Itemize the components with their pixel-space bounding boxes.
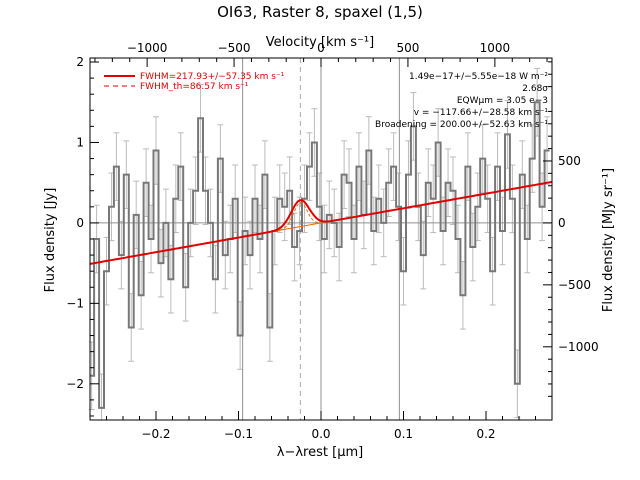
x-tick-label: 0.0 bbox=[311, 427, 330, 441]
x2-tick-label: −500 bbox=[218, 41, 251, 55]
y-tick-label: 1 bbox=[76, 135, 84, 149]
y-tick-label: 2 bbox=[76, 55, 84, 69]
annotation-broadening: Broadening = 200.00+/−52.63 km s⁻¹ bbox=[375, 120, 548, 130]
data-layer bbox=[89, 101, 553, 409]
x-tick-label: 0.2 bbox=[476, 427, 495, 441]
top-axis-label: Velocity [km s⁻¹] bbox=[266, 35, 374, 50]
x-tick-label: 0.1 bbox=[394, 427, 413, 441]
spectrum-steps bbox=[90, 101, 550, 409]
legend-entry-fwhm-th: FWHM_th=86.57 km s⁻¹ bbox=[140, 82, 249, 92]
annotation-eqw: EQWμm = 3.05 e−3 bbox=[457, 96, 548, 106]
right-axis-label: Flux density [MJy sr⁻¹] bbox=[601, 168, 616, 312]
legend: FWHM=217.93+/−57.35 km s⁻¹ FWHM_th=86.57… bbox=[104, 72, 285, 92]
fit-annotations: 1.49e−17+/−5.55e−18 W m⁻² 2.68σ EQWμm = … bbox=[375, 72, 548, 130]
x-tick-label: −0.1 bbox=[224, 427, 253, 441]
annotation-significance: 2.68σ bbox=[522, 84, 548, 94]
bottom-axis-label: λ−λrest [μm] bbox=[277, 445, 363, 460]
left-axis-label: Flux density [Jy] bbox=[43, 188, 58, 293]
x2-tick-label: 1000 bbox=[480, 41, 511, 55]
annotation-line-flux: 1.49e−17+/−5.55e−18 W m⁻² bbox=[409, 72, 548, 82]
x2-tick-label: −1000 bbox=[127, 41, 168, 55]
y2-tick-label: −500 bbox=[558, 278, 591, 292]
model-fit-line bbox=[89, 180, 553, 265]
y2-tick-label: −1000 bbox=[558, 340, 599, 354]
annotation-velocity: v = −117.66+/−28.58 km s⁻¹ bbox=[414, 108, 549, 118]
thermal-gaussian-line bbox=[279, 202, 321, 231]
x2-tick-label: 0 bbox=[317, 41, 325, 55]
legend-entry-fwhm: FWHM=217.93+/−57.35 km s⁻¹ bbox=[140, 72, 285, 82]
axis-ticks: −0.2 −0.1 0.0 0.1 0.2 −1000 −500 0 500 1000 −2 −1 0 1… bbox=[66, 41, 598, 441]
y2-tick-label: 0 bbox=[558, 216, 566, 230]
y-tick-label: −2 bbox=[66, 377, 84, 391]
chart-title: OI63, Raster 8, spaxel (1,5) bbox=[217, 3, 423, 21]
y-tick-label: −1 bbox=[66, 296, 84, 310]
x-tick-label: −0.2 bbox=[141, 427, 170, 441]
y2-tick-label: 500 bbox=[558, 154, 581, 168]
x2-tick-label: 500 bbox=[396, 41, 419, 55]
y-tick-label: 0 bbox=[76, 216, 84, 230]
